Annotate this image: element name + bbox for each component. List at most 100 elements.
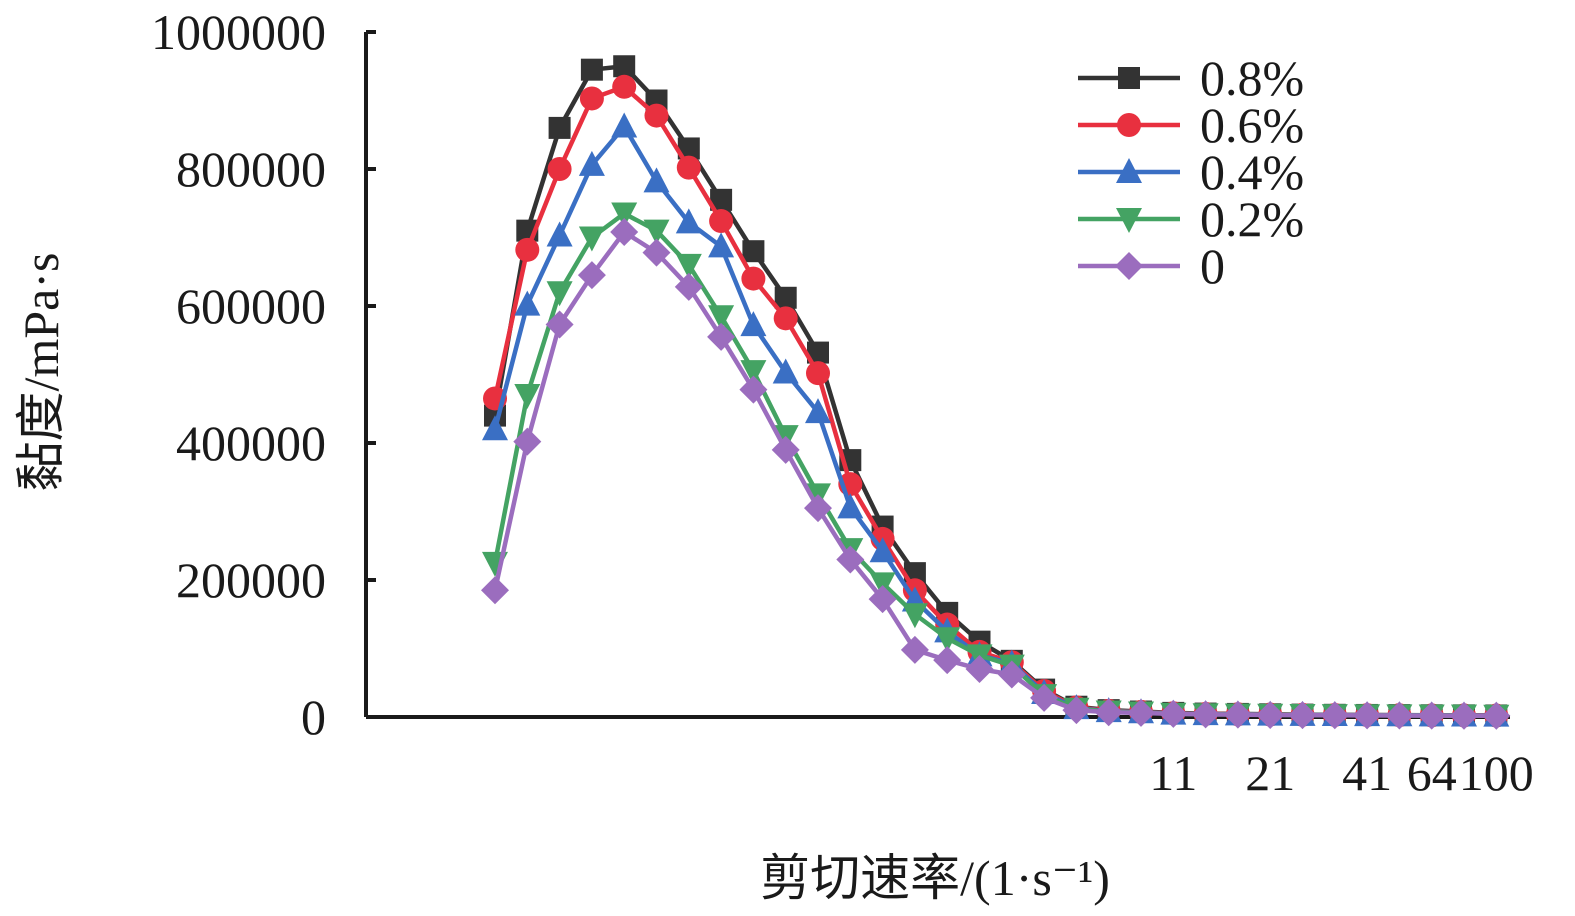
data-point [577, 261, 606, 290]
data-point [676, 155, 701, 180]
data-point [708, 232, 735, 258]
data-point [707, 322, 736, 351]
data-point [804, 494, 832, 523]
legend-label: 0.2% [1200, 191, 1304, 247]
data-point [742, 240, 765, 263]
data-point [901, 603, 928, 629]
data-point [900, 635, 929, 664]
data-point [611, 202, 638, 228]
series-1 [483, 74, 1509, 728]
legend-marker [1116, 158, 1142, 183]
data-point [580, 58, 603, 81]
data-point [644, 103, 669, 128]
x-axis-title: 剪切速率/(1·s⁻¹) [760, 850, 1110, 906]
data-point [546, 221, 573, 247]
data-point [1223, 700, 1252, 729]
legend-label: 0.8% [1200, 50, 1304, 106]
data-point [934, 627, 961, 653]
data-point [611, 112, 638, 138]
data-point [774, 286, 797, 309]
legend-item: 0.4% [1078, 144, 1304, 200]
legend-label: 0.6% [1200, 97, 1304, 153]
data-point [869, 537, 896, 563]
data-point [481, 576, 509, 605]
series-line [492, 84, 1497, 718]
data-point [869, 572, 896, 598]
x-ticks: 11 21 41 64 100 [1149, 745, 1534, 801]
legend-label: 0.4% [1200, 144, 1304, 200]
data-point [837, 493, 864, 519]
legend-item: 0.8% [1078, 50, 1304, 106]
data-point [836, 545, 865, 574]
data-point [1191, 700, 1220, 729]
data-point [513, 427, 542, 456]
data-point [772, 358, 799, 384]
data-point [515, 237, 540, 262]
data-point [965, 655, 994, 684]
data-point [643, 219, 670, 245]
data-point [1094, 698, 1123, 727]
data-point [674, 272, 703, 301]
y-tick-label: 800000 [176, 141, 326, 197]
data-point [1320, 701, 1349, 730]
data-point [642, 238, 671, 267]
data-point [933, 646, 962, 675]
data-point [740, 311, 767, 337]
data-point [1127, 698, 1155, 727]
data-point [708, 305, 735, 331]
data-point [643, 167, 670, 193]
data-point [997, 660, 1026, 689]
data-point [578, 150, 605, 176]
data-point [771, 435, 800, 464]
legend-label: 0 [1200, 238, 1225, 294]
data-point [1030, 683, 1059, 712]
data-point [579, 86, 604, 111]
data-point [1062, 696, 1091, 725]
data-point [514, 290, 541, 316]
data-point [868, 585, 897, 614]
data-point [482, 415, 508, 441]
x-tick-label: 100 [1459, 745, 1534, 801]
data-point [547, 157, 572, 181]
data-point [1288, 701, 1317, 730]
data-point [806, 361, 830, 386]
series-layer [481, 55, 1511, 730]
legend-marker [1117, 113, 1141, 137]
x-tick-label: 41 [1342, 745, 1392, 801]
data-point [740, 360, 767, 386]
data-point [709, 209, 734, 234]
data-point [1450, 701, 1478, 730]
data-point [514, 384, 541, 410]
data-point [578, 226, 605, 252]
data-point [1256, 700, 1285, 729]
data-point [546, 281, 573, 307]
data-point [739, 375, 768, 404]
y-ticks: 0 200000 400000 600000 800000 1000000 [151, 4, 376, 745]
data-point [545, 310, 574, 339]
x-tick-label: 11 [1149, 745, 1197, 801]
series-0 [484, 55, 1508, 727]
y-tick-label: 400000 [176, 415, 326, 471]
legend-item: 0 [1078, 238, 1225, 294]
y-tick-label: 600000 [176, 278, 326, 334]
series-line [492, 229, 1497, 719]
data-point [612, 74, 637, 99]
data-point [675, 253, 702, 279]
data-point [1385, 701, 1414, 730]
y-tick-label: 1000000 [151, 4, 326, 60]
legend-marker [1118, 67, 1140, 89]
y-axis-title: 黏度/mPa·s [13, 253, 69, 492]
data-point [773, 306, 798, 331]
data-point [1417, 701, 1446, 730]
series-4 [481, 218, 1511, 730]
legend-item: 0.2% [1078, 191, 1304, 247]
data-point [675, 208, 702, 234]
data-point [710, 188, 733, 211]
series-line [492, 211, 1497, 718]
data-point [1353, 701, 1382, 730]
x-tick-label: 64 [1407, 745, 1457, 801]
data-point [613, 55, 636, 78]
legend-marker [1116, 208, 1142, 233]
series-line [492, 124, 1497, 718]
